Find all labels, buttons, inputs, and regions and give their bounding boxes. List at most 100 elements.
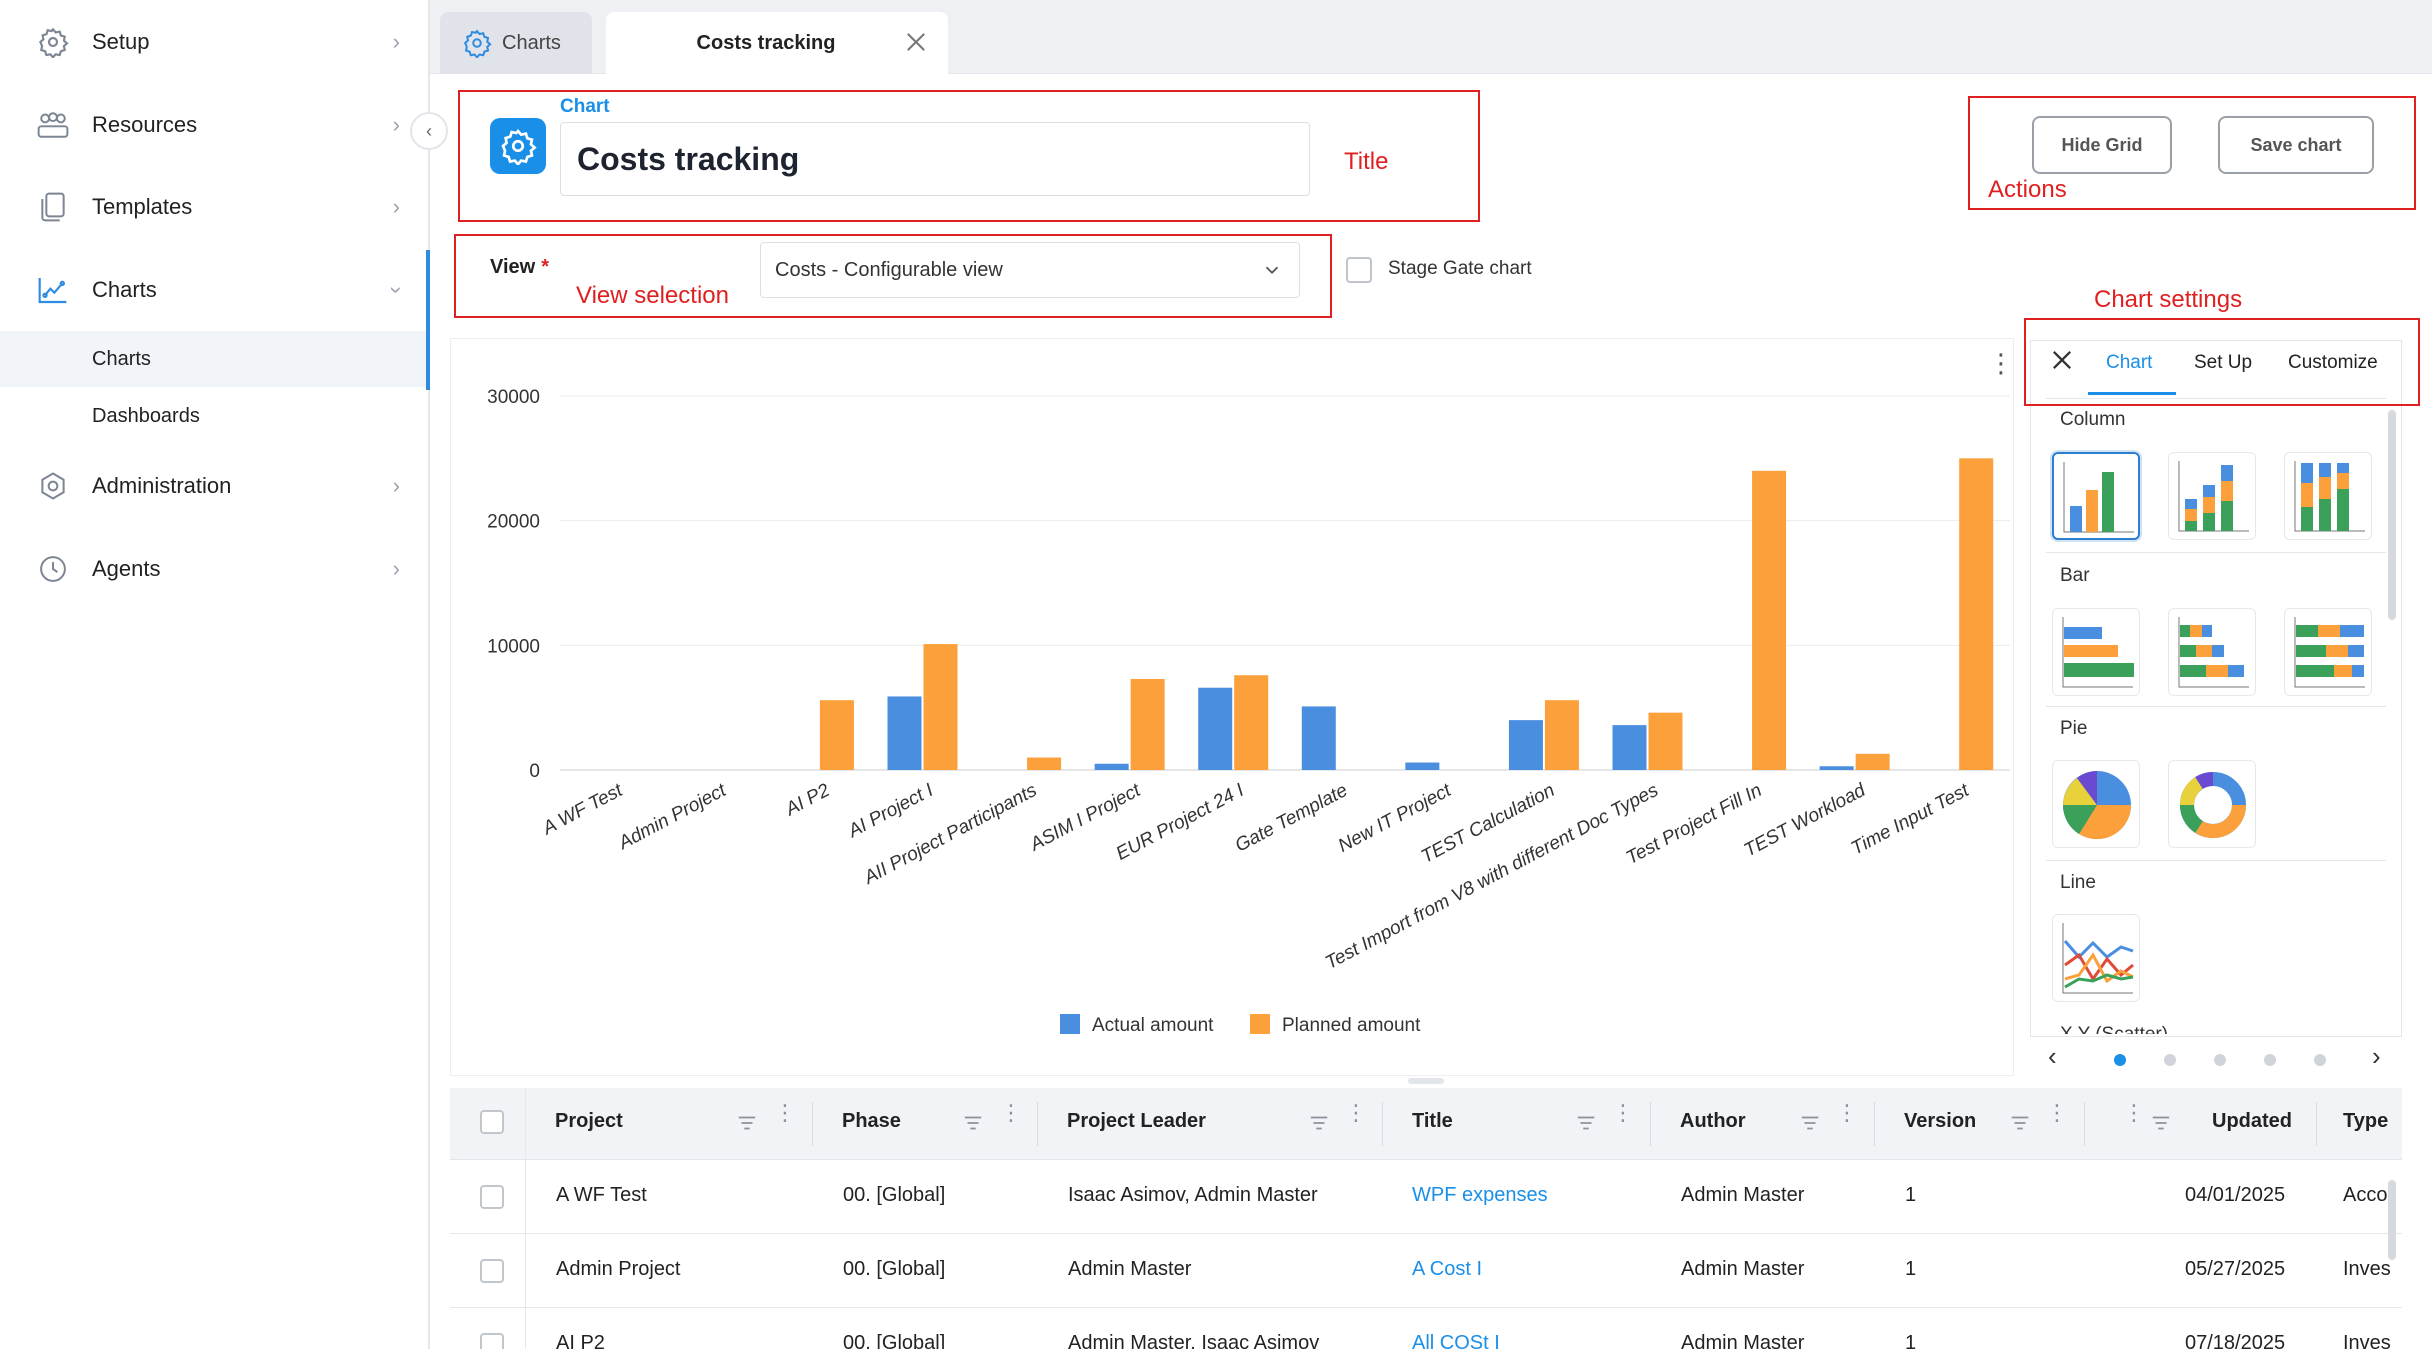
column-menu-icon[interactable]: ⋮ bbox=[1000, 1100, 1022, 1125]
chevron-right-icon: › bbox=[392, 473, 400, 498]
sidebar-subitem-charts[interactable]: Charts bbox=[0, 331, 430, 387]
column-menu-icon[interactable]: ⋮ bbox=[2123, 1100, 2145, 1125]
column-menu-icon[interactable]: ⋮ bbox=[1836, 1100, 1858, 1125]
sidebar-item-setup[interactable]: Setup › bbox=[0, 7, 428, 77]
table-row[interactable]: A WF Test 00. [Global] Isaac Asimov, Adm… bbox=[450, 1160, 2402, 1234]
legend-swatch bbox=[1250, 1014, 1270, 1034]
table-row[interactable]: Admin Project 00. [Global] Admin Master … bbox=[450, 1234, 2402, 1308]
filter-icon[interactable] bbox=[1308, 1112, 1332, 1136]
view-select[interactable]: Costs - Configurable view bbox=[760, 242, 1300, 298]
chart-type-column-stacked[interactable] bbox=[2168, 452, 2256, 540]
column-menu-icon[interactable]: ⋮ bbox=[1345, 1100, 1367, 1125]
column-header-type[interactable]: Type bbox=[2343, 1110, 2389, 1132]
chart-title-input[interactable]: Costs tracking bbox=[560, 122, 1310, 196]
column-header-title[interactable]: Title bbox=[1412, 1110, 1453, 1132]
sidebar-item-label: Charts bbox=[92, 277, 157, 302]
chart-type-column-clustered[interactable] bbox=[2052, 452, 2140, 540]
tab-charts[interactable]: Charts bbox=[440, 12, 592, 74]
chart-settings-annotation-box bbox=[2024, 318, 2420, 406]
filter-icon[interactable] bbox=[736, 1112, 760, 1136]
column-header-author[interactable]: Author bbox=[1680, 1110, 1746, 1132]
sidebar-item-agents[interactable]: Agents › bbox=[0, 534, 428, 604]
column-menu-icon[interactable]: ⋮ bbox=[2046, 1100, 2068, 1125]
sidebar-item-charts[interactable]: Charts › bbox=[0, 255, 428, 325]
page-dot-3[interactable] bbox=[2214, 1054, 2226, 1066]
page-dot-2[interactable] bbox=[2164, 1054, 2176, 1066]
cell-title-link[interactable]: WPF expenses bbox=[1412, 1184, 1548, 1206]
section-label-pie: Pie bbox=[2060, 718, 2088, 739]
divider bbox=[2046, 398, 2386, 399]
chart-type-icon bbox=[490, 118, 546, 174]
cell-type: Inves bbox=[2343, 1332, 2391, 1349]
settings-tab-customize[interactable]: Customize bbox=[2288, 352, 2378, 373]
cell-title-link[interactable]: All COSt I bbox=[1412, 1332, 1500, 1349]
filter-icon[interactable] bbox=[1799, 1112, 1823, 1136]
page-dot-1[interactable] bbox=[2114, 1054, 2126, 1066]
column-header-updated[interactable]: Updated bbox=[2212, 1110, 2292, 1132]
filter-icon[interactable] bbox=[2009, 1112, 2033, 1136]
divider bbox=[2046, 552, 2386, 553]
chart-type-line[interactable] bbox=[2052, 914, 2140, 1002]
chart-type-bar-stacked-100[interactable] bbox=[2284, 608, 2372, 696]
save-chart-label: Save chart bbox=[2250, 134, 2342, 155]
save-chart-button[interactable]: Save chart bbox=[2218, 116, 2374, 174]
stage-gate-checkbox[interactable] bbox=[1346, 257, 1372, 283]
cell-version: 1 bbox=[1905, 1184, 1917, 1206]
hexagon-gear-icon bbox=[36, 469, 70, 503]
cell-title-link[interactable]: A Cost I bbox=[1412, 1258, 1483, 1280]
table-row[interactable]: AI P2 00. [Global] Admin Master, Isaac A… bbox=[450, 1308, 2402, 1349]
column-separator bbox=[1382, 1102, 1383, 1146]
column-menu-icon[interactable]: ⋮ bbox=[1612, 1100, 1634, 1125]
column-header-version[interactable]: Version bbox=[1904, 1110, 1977, 1132]
sidebar-collapse-button[interactable]: ‹ bbox=[410, 112, 448, 150]
chart-type-column-stacked-100[interactable] bbox=[2284, 452, 2372, 540]
required-mark: * bbox=[541, 256, 550, 278]
filter-icon[interactable] bbox=[1575, 1112, 1599, 1136]
close-settings-icon[interactable] bbox=[2048, 346, 2078, 376]
filter-icon[interactable] bbox=[962, 1112, 986, 1136]
settings-tab-setup[interactable]: Set Up bbox=[2194, 352, 2253, 373]
tab-costs-tracking[interactable]: Costs tracking bbox=[606, 12, 948, 74]
select-all-checkbox[interactable] bbox=[480, 1110, 504, 1134]
y-tick-label: 30000 bbox=[487, 387, 540, 408]
y-tick-label: 0 bbox=[529, 761, 540, 782]
column-menu-icon[interactable]: ⋮ bbox=[774, 1100, 796, 1125]
splitter-handle[interactable] bbox=[1408, 1078, 1444, 1084]
column-header-phase[interactable]: Phase bbox=[842, 1110, 901, 1132]
page-dot-5[interactable] bbox=[2314, 1054, 2326, 1066]
sidebar-item-label: Setup bbox=[92, 29, 150, 54]
hide-grid-button[interactable]: Hide Grid bbox=[2032, 116, 2172, 174]
sidebar-item-administration[interactable]: Administration › bbox=[0, 451, 428, 521]
filter-icon[interactable] bbox=[2150, 1112, 2174, 1136]
x-tick-label: Time Input Test bbox=[1848, 780, 1973, 860]
settings-tab-chart[interactable]: Chart bbox=[2106, 352, 2153, 373]
bar-planned bbox=[923, 644, 958, 770]
page-dot-4[interactable] bbox=[2264, 1054, 2276, 1066]
sidebar-item-label: Resources bbox=[92, 112, 198, 137]
column-header-project[interactable]: Project bbox=[555, 1110, 623, 1132]
row-checkbox[interactable] bbox=[480, 1185, 504, 1209]
row-checkbox[interactable] bbox=[480, 1333, 504, 1349]
row-checkbox[interactable] bbox=[480, 1259, 504, 1283]
chart-type-doughnut[interactable] bbox=[2168, 760, 2256, 848]
grid-header: Project ⋮ Phase ⋮ Project Leader ⋮ Title… bbox=[450, 1088, 2402, 1160]
cell-author: Admin Master bbox=[1681, 1258, 1805, 1280]
chart-type-pie[interactable] bbox=[2052, 760, 2140, 848]
close-tab-icon[interactable] bbox=[902, 28, 930, 56]
grid-scrollbar[interactable] bbox=[2388, 1180, 2396, 1260]
chevron-left-icon[interactable]: ‹ bbox=[2048, 1041, 2057, 1071]
sidebar-item-label: Agents bbox=[92, 556, 161, 581]
x-tick-label: Admin Project bbox=[615, 780, 731, 855]
column-header-project-leader[interactable]: Project Leader bbox=[1067, 1110, 1206, 1132]
sidebar-item-resources[interactable]: Resources › bbox=[0, 90, 428, 160]
chart-type-bar-stacked[interactable] bbox=[2168, 608, 2256, 696]
cell-project: A WF Test bbox=[556, 1184, 647, 1206]
sidebar-subitem-dashboards[interactable]: Dashboards bbox=[0, 388, 428, 444]
sidebar-item-templates[interactable]: Templates › bbox=[0, 172, 428, 242]
cell-leader: Isaac Asimov, Admin Master bbox=[1068, 1184, 1318, 1206]
entity-type-label: Chart bbox=[560, 96, 610, 117]
chart-type-bar-clustered[interactable] bbox=[2052, 608, 2140, 696]
settings-scrollbar[interactable] bbox=[2388, 410, 2396, 620]
chevron-right-icon[interactable]: › bbox=[2372, 1041, 2381, 1071]
